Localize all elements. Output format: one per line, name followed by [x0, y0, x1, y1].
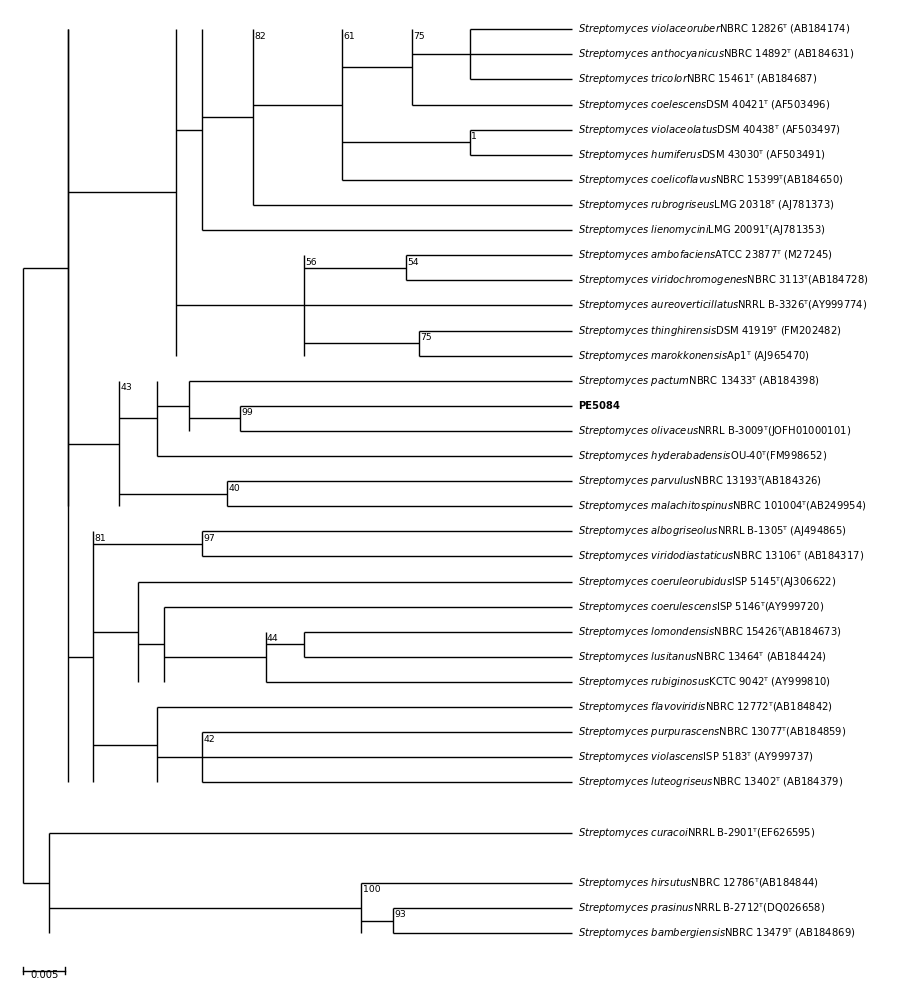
Text: $\it{Streptomyces\ rubiginosus}$KCTC 9042ᵀ (AY999810): $\it{Streptomyces\ rubiginosus}$KCTC 904… — [578, 675, 831, 689]
Text: 82: 82 — [254, 32, 266, 41]
Text: $\it{Streptomyces\ violaceoruber}$NBRC 12826ᵀ (AB184174): $\it{Streptomyces\ violaceoruber}$NBRC 1… — [578, 22, 851, 36]
Text: 100: 100 — [362, 885, 381, 894]
Text: $\it{Streptomyces\ bambergiensis}$NBRC 13479ᵀ (AB184869): $\it{Streptomyces\ bambergiensis}$NBRC 1… — [578, 926, 855, 940]
Text: 54: 54 — [407, 258, 419, 267]
Text: 97: 97 — [204, 534, 215, 543]
Text: 75: 75 — [414, 32, 425, 41]
Text: $\it{Streptomyces\ flavoviridis}$NBRC 12772ᵀ(AB184842): $\it{Streptomyces\ flavoviridis}$NBRC 12… — [578, 700, 834, 714]
Text: $\it{Streptomyces\ coerulescens}$ISP 5146ᵀ(AY999720): $\it{Streptomyces\ coerulescens}$ISP 514… — [578, 600, 824, 614]
Text: 43: 43 — [121, 383, 132, 392]
Text: $\it{Streptomyces\ humiferus}$DSM 43030ᵀ (AF503491): $\it{Streptomyces\ humiferus}$DSM 43030ᵀ… — [578, 148, 826, 162]
Text: 81: 81 — [95, 534, 107, 543]
Text: $\it{Streptomyces\ olivaceus}$NRRL B-3009ᵀ(JOFH01000101): $\it{Streptomyces\ olivaceus}$NRRL B-300… — [578, 424, 852, 438]
Text: PE5084: PE5084 — [578, 401, 620, 411]
Text: $\it{Streptomyces\ anthocyanicus}$NBRC 14892ᵀ (AB184631): $\it{Streptomyces\ anthocyanicus}$NBRC 1… — [578, 47, 855, 61]
Text: $\it{Streptomyces\ hyderabadensis}$OU-40ᵀ(FM998652): $\it{Streptomyces\ hyderabadensis}$OU-40… — [578, 449, 827, 463]
Text: 75: 75 — [420, 333, 432, 342]
Text: $\it{Streptomyces\ coelescens}$DSM 40421ᵀ (AF503496): $\it{Streptomyces\ coelescens}$DSM 40421… — [578, 98, 831, 112]
Text: $\it{Streptomyces\ lienomycini}$LMG 20091ᵀ(AJ781353): $\it{Streptomyces\ lienomycini}$LMG 2009… — [578, 223, 826, 237]
Text: $\it{Streptomyces\ lusitanus}$NBRC 13464ᵀ (AB184424): $\it{Streptomyces\ lusitanus}$NBRC 13464… — [578, 650, 827, 664]
Text: 99: 99 — [241, 408, 253, 417]
Text: $\it{Streptomyces\ lomondensis}$NBRC 15426ᵀ(AB184673): $\it{Streptomyces\ lomondensis}$NBRC 154… — [578, 625, 842, 639]
Text: 40: 40 — [229, 484, 240, 493]
Text: $\it{Streptomyces\ hirsutus}$NBRC 12786ᵀ(AB184844): $\it{Streptomyces\ hirsutus}$NBRC 12786ᵀ… — [578, 876, 819, 890]
Text: $\it{Streptomyces\ viridochromogenes}$NBRC 3113ᵀ(AB184728): $\it{Streptomyces\ viridochromogenes}$NB… — [578, 273, 869, 287]
Text: $\it{Streptomyces\ thinghirensis}$DSM 41919ᵀ (FM202482): $\it{Streptomyces\ thinghirensis}$DSM 41… — [578, 324, 842, 338]
Text: 93: 93 — [394, 910, 406, 919]
Text: $\it{Streptomyces\ aureoverticillatus}$NRRL B-3326ᵀ(AY999774): $\it{Streptomyces\ aureoverticillatus}$N… — [578, 298, 867, 312]
Text: $\it{Streptomyces\ malachitospinus}$NBRC 101004ᵀ(AB249954): $\it{Streptomyces\ malachitospinus}$NBRC… — [578, 499, 867, 513]
Text: $\it{Streptomyces\ luteogriseus}$NBRC 13402ᵀ (AB184379): $\it{Streptomyces\ luteogriseus}$NBRC 13… — [578, 775, 844, 789]
Text: $\it{Streptomyces\ curacoi}$NRRL B-2901ᵀ(EF626595): $\it{Streptomyces\ curacoi}$NRRL B-2901ᵀ… — [578, 826, 815, 840]
Text: $\it{Streptomyces\ violascens}$ISP 5183ᵀ (AY999737): $\it{Streptomyces\ violascens}$ISP 5183ᵀ… — [578, 750, 814, 764]
Text: $\it{Streptomyces\ prasinus}$NRRL B-2712ᵀ(DQ026658): $\it{Streptomyces\ prasinus}$NRRL B-2712… — [578, 901, 825, 915]
Text: $\it{Streptomyces\ rubrogriseus}$LMG 20318ᵀ (AJ781373): $\it{Streptomyces\ rubrogriseus}$LMG 203… — [578, 198, 835, 212]
Text: $\it{Streptomyces\ tricolor}$NBRC 15461ᵀ (AB184687): $\it{Streptomyces\ tricolor}$NBRC 15461ᵀ… — [578, 72, 817, 86]
Text: 61: 61 — [343, 32, 355, 41]
Text: $\it{Streptomyces\ violaceolatus}$DSM 40438ᵀ (AF503497): $\it{Streptomyces\ violaceolatus}$DSM 40… — [578, 123, 841, 137]
Text: $\it{Streptomyces\ ambofaciens}$ATCC 23877ᵀ (M27245): $\it{Streptomyces\ ambofaciens}$ATCC 238… — [578, 248, 834, 262]
Text: $\it{Streptomyces\ marokkonensis}$Ap1ᵀ (AJ965470): $\it{Streptomyces\ marokkonensis}$Ap1ᵀ (… — [578, 349, 811, 363]
Text: 56: 56 — [305, 258, 317, 267]
Text: 1: 1 — [471, 132, 477, 141]
Text: $\it{Streptomyces\ purpurascens}$NBRC 13077ᵀ(AB184859): $\it{Streptomyces\ purpurascens}$NBRC 13… — [578, 725, 846, 739]
Text: 0.005: 0.005 — [30, 970, 58, 980]
Text: 42: 42 — [204, 735, 215, 744]
Text: $\it{Streptomyces\ coelicoflavus}$NBRC 15399ᵀ(AB184650): $\it{Streptomyces\ coelicoflavus}$NBRC 1… — [578, 173, 844, 187]
Text: 44: 44 — [267, 634, 278, 643]
Text: $\it{Streptomyces\ parvulus}$NBRC 13193ᵀ(AB184326): $\it{Streptomyces\ parvulus}$NBRC 13193ᵀ… — [578, 474, 822, 488]
Text: $\it{Streptomyces\ albogriseolus}$NRRL B-1305ᵀ (AJ494865): $\it{Streptomyces\ albogriseolus}$NRRL B… — [578, 524, 847, 538]
Text: $\it{Streptomyces\ coeruleorubidus}$ISP 5145ᵀ(AJ306622): $\it{Streptomyces\ coeruleorubidus}$ISP … — [578, 575, 836, 589]
Text: $\it{Streptomyces\ pactum}$NBRC 13433ᵀ (AB184398): $\it{Streptomyces\ pactum}$NBRC 13433ᵀ (… — [578, 374, 820, 388]
Text: $\it{Streptomyces\ viridodiastaticus}$NBRC 13106ᵀ (AB184317): $\it{Streptomyces\ viridodiastaticus}$NB… — [578, 549, 865, 563]
